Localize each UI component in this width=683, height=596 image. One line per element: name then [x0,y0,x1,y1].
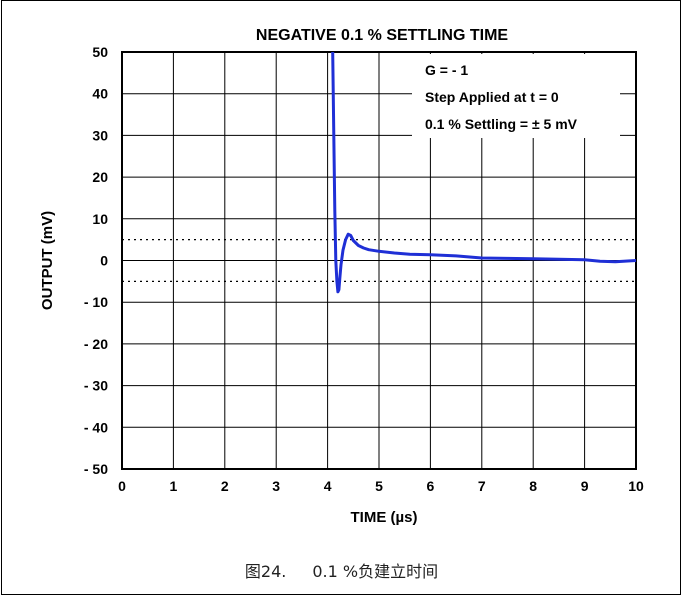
y-tick-label: 40 [92,86,108,102]
y-tick-label: 50 [92,44,108,60]
annotation-step: Step Applied at t = 0 [425,89,559,105]
x-tick-label: 6 [427,478,435,494]
y-tick-label: - 30 [84,378,108,394]
figure-caption: 图24. 0.1 %负建立时间 [0,558,683,582]
y-tick-label: 10 [92,211,108,227]
x-tick-label: 2 [221,478,229,494]
annotation-gain: G = - 1 [425,62,468,78]
x-tick-label: 1 [170,478,178,494]
annotation-settling: 0.1 % Settling = ± 5 mV [425,116,578,132]
caption-figure-number: 图24. [244,562,287,581]
x-tick-label: 10 [628,478,644,494]
y-axis-label: OUTPUT (mV) [39,211,56,310]
series [331,51,637,294]
y-tick-label: 0 [100,253,108,269]
y-tick-label: 30 [92,127,108,143]
y-tick-label: - 10 [84,294,108,310]
x-tick-label: 4 [324,478,332,494]
y-tick-labels: 50 40 30 20 10 0 - 10 - 20 - 30 - 40 - 50 [84,44,108,477]
x-tick-label: 7 [478,478,486,494]
x-tick-label: 9 [581,478,589,494]
x-tick-label: 0 [118,478,126,494]
y-tick-label: - 50 [84,461,108,477]
annotation-box: G = - 1 Step Applied at t = 0 0.1 % Sett… [412,54,620,138]
y-tick-label: - 40 [84,419,108,435]
y-tick-label: - 20 [84,336,108,352]
settling-band [122,238,636,283]
x-tick-label: 5 [375,478,383,494]
x-tick-label: 8 [529,478,537,494]
y-tick-label: 20 [92,169,108,185]
x-tick-label: 3 [272,478,280,494]
caption-text: 0.1 %负建立时间 [312,562,439,581]
chart-title: NEGATIVE 0.1 % SETTLING TIME [256,27,509,44]
series-line [331,51,637,294]
x-tick-labels: 0 1 2 3 4 5 6 7 8 9 10 [118,478,644,494]
x-axis-label: TIME (µs) [351,509,418,526]
